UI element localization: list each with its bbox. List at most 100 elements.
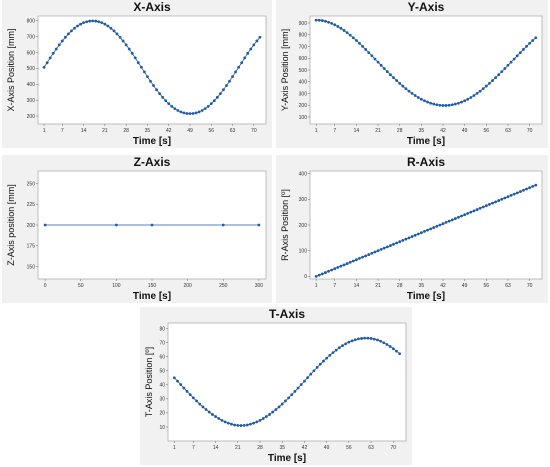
chart-z-axis-svg: Z-Axis 0 50 100 150 200 250 300 150 175 200 225 250 T…: [6, 155, 267, 302]
y-axis-label: Z-Axis position [mm]: [6, 184, 16, 266]
data-point: [257, 223, 261, 227]
chart-x-axis-svg: X-Axis 1 7 14 21 28 35 42 49 56 63 70 200 300 400 500 60…: [6, 0, 267, 147]
data-point: [525, 187, 528, 191]
data-point: [234, 70, 238, 74]
data-point: [435, 224, 439, 228]
data-point: [341, 344, 344, 348]
data-point: [79, 22, 82, 26]
data-point: [258, 35, 262, 39]
data-point: [345, 262, 349, 265]
data-point: [355, 39, 358, 42]
data-point: [357, 337, 360, 341]
x-tick-label: 56: [208, 128, 214, 134]
plot-area: [167, 322, 407, 442]
data-point: [322, 359, 325, 363]
data-point: [457, 215, 460, 219]
x-tick-label: 250: [219, 283, 228, 289]
data-point: [60, 39, 64, 43]
data-point: [185, 112, 189, 115]
data-point: [48, 56, 52, 60]
x-tick-label: 42: [440, 128, 446, 134]
data-point: [506, 195, 510, 199]
data-point: [360, 337, 363, 340]
x-tick-label: 28: [397, 283, 403, 289]
data-point: [112, 29, 116, 33]
data-point: [191, 396, 195, 400]
x-tick-label: 63: [230, 128, 236, 134]
data-point: [330, 268, 334, 272]
data-point: [344, 342, 348, 346]
y-tick-label: 500: [27, 66, 36, 72]
data-point: [103, 22, 107, 26]
data-point: [214, 415, 217, 418]
data-point: [450, 218, 454, 222]
chart-title: Y-Axis: [408, 0, 445, 14]
x-tick-label: 0: [44, 283, 47, 289]
data-point: [398, 240, 402, 244]
data-point: [404, 237, 408, 241]
y-axis-label: Y-Axis Position [mm]: [280, 29, 290, 111]
data-point: [370, 251, 374, 255]
data-point: [351, 259, 355, 263]
x-axis-label: Time [s]: [268, 453, 306, 464]
data-point: [475, 91, 479, 95]
data-point: [182, 386, 186, 390]
data-point: [355, 258, 358, 262]
data-point: [237, 65, 241, 69]
data-point: [528, 41, 532, 45]
data-point: [391, 347, 395, 351]
data-point: [245, 423, 249, 427]
data-point: [500, 197, 504, 201]
data-point: [51, 51, 55, 55]
data-point: [447, 219, 451, 223]
data-point: [130, 51, 134, 55]
data-point: [429, 101, 433, 105]
y-tick-label: 400: [27, 82, 36, 88]
data-point: [361, 255, 364, 259]
data-point: [336, 25, 340, 28]
x-tick-label: 70: [391, 445, 397, 451]
data-point: [416, 96, 420, 99]
data-point: [242, 424, 246, 427]
data-point: [435, 103, 439, 107]
x-tick-label: 28: [397, 128, 403, 134]
data-point: [432, 102, 436, 106]
data-point: [136, 61, 140, 65]
data-point: [284, 399, 287, 403]
data-point: [309, 372, 313, 376]
data-point: [317, 18, 321, 22]
x-tick-label: 28: [123, 128, 129, 134]
data-point: [389, 244, 392, 247]
x-tick-label: 7: [333, 128, 336, 134]
data-point: [423, 230, 426, 233]
data-point: [488, 203, 491, 206]
y-tick-label: 80: [159, 326, 165, 332]
data-point: [475, 208, 479, 211]
data-point: [255, 39, 259, 43]
data-point: [494, 76, 497, 80]
x-tick-label: 7: [333, 283, 336, 289]
data-point: [358, 41, 361, 45]
data-point: [534, 183, 538, 187]
data-point: [246, 51, 250, 55]
data-point: [328, 353, 332, 357]
data-point: [324, 19, 327, 23]
data-point: [423, 99, 426, 103]
x-tick-label: 1: [173, 445, 176, 451]
data-point: [146, 75, 149, 79]
data-point: [252, 421, 256, 425]
x-tick-label: 28: [257, 445, 263, 451]
y-tick-label: 300: [27, 98, 36, 104]
data-point: [207, 410, 211, 414]
data-point: [392, 76, 395, 80]
y-tick-label: 900: [299, 21, 308, 27]
data-point: [438, 223, 442, 227]
data-point: [152, 84, 155, 87]
y-tick-label: 300: [299, 197, 308, 203]
x-tick-label: 42: [302, 445, 308, 451]
data-point: [534, 36, 538, 40]
data-point: [503, 67, 507, 70]
data-point: [195, 399, 198, 403]
data-point: [376, 338, 379, 342]
data-point: [372, 337, 376, 341]
